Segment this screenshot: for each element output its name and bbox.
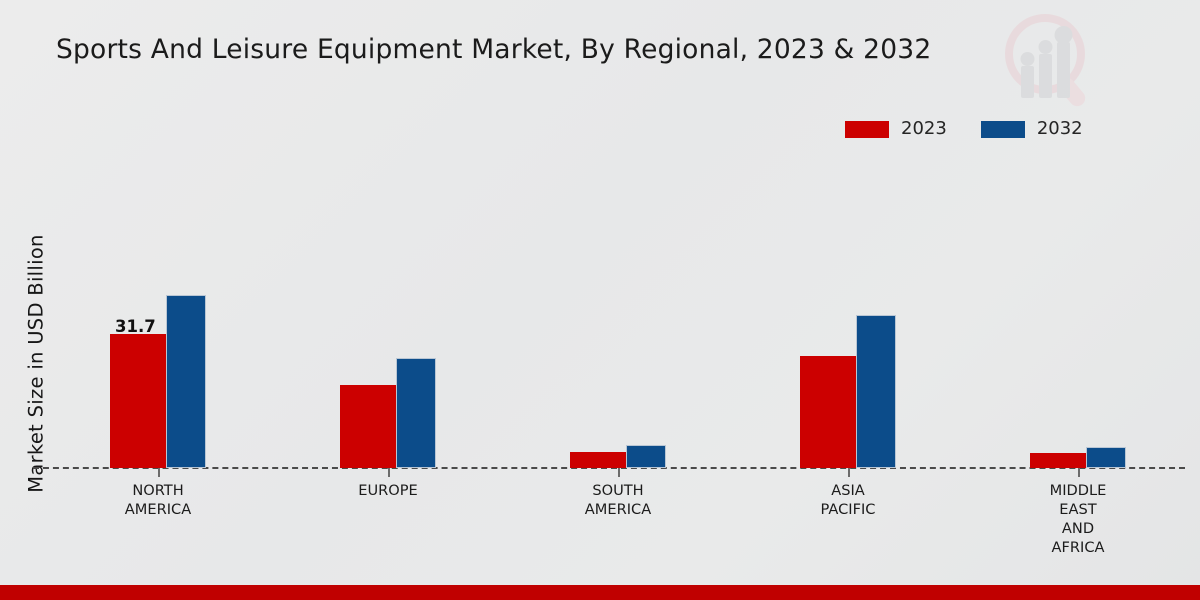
bar-group-asia-pacific: [748, 168, 948, 468]
bar-2023-south-america[interactable]: [570, 452, 626, 468]
footer-accent-strip: [0, 585, 1200, 600]
bar-2023-europe[interactable]: [340, 385, 396, 468]
bar-2032-north-america[interactable]: [166, 295, 206, 468]
legend-swatch-2032: [980, 120, 1025, 138]
axis-tick-north-america: [158, 468, 160, 477]
axis-tick-south-america: [618, 468, 620, 477]
bar-2023-north-america[interactable]: [110, 334, 166, 468]
legend-item-2023[interactable]: 2023: [845, 120, 947, 138]
axis-tick-asia-pacific: [848, 468, 850, 477]
bar-2032-europe[interactable]: [396, 358, 436, 468]
bar-group-south-america: [518, 168, 718, 468]
category-label-asia-pacific: ASIA PACIFIC: [820, 482, 876, 518]
bar-group-middle-east-and-africa: [978, 168, 1178, 468]
legend-label-2023: 2023: [901, 118, 947, 139]
value-label-north-america-2023: 31.7: [115, 317, 156, 336]
axis-tick-europe: [388, 468, 390, 477]
bar-group-europe: [288, 168, 488, 468]
category-label-europe: EUROPE: [358, 482, 418, 499]
legend-swatch-2023: [845, 120, 889, 138]
chart-title: Sports And Leisure Equipment Market, By …: [56, 34, 932, 65]
legend-item-2032[interactable]: 2032: [980, 118, 1083, 139]
bar-2032-south-america[interactable]: [626, 445, 666, 468]
legend-label-2032: 2032: [1036, 118, 1083, 139]
bar-group-north-america: [58, 168, 258, 468]
axis-baseline: [33, 467, 1185, 469]
category-label-north-america: NORTH AMERICA: [124, 482, 192, 518]
bar-2032-middle-east-and-africa[interactable]: [1086, 447, 1126, 468]
category-label-south-america: SOUTH AMERICA: [584, 482, 652, 518]
category-label-middle-east-and-africa: MIDDLE EAST AND AFRICA: [1049, 482, 1107, 556]
bar-2023-middle-east-and-africa[interactable]: [1030, 453, 1086, 468]
bar-2032-asia-pacific[interactable]: [856, 315, 896, 468]
axis-tick-middle-east-and-africa: [1078, 468, 1080, 477]
bar-2023-asia-pacific[interactable]: [800, 356, 856, 468]
chart-legend: 2023 2032: [845, 120, 1083, 138]
